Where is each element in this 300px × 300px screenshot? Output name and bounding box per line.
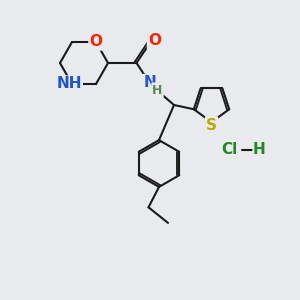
Text: H: H xyxy=(253,142,266,158)
Text: H: H xyxy=(152,83,163,97)
Text: Cl: Cl xyxy=(221,142,238,158)
Text: O: O xyxy=(89,34,103,50)
Text: N: N xyxy=(144,75,156,90)
Text: S: S xyxy=(206,118,217,133)
Text: NH: NH xyxy=(56,76,82,92)
Text: O: O xyxy=(148,33,161,48)
